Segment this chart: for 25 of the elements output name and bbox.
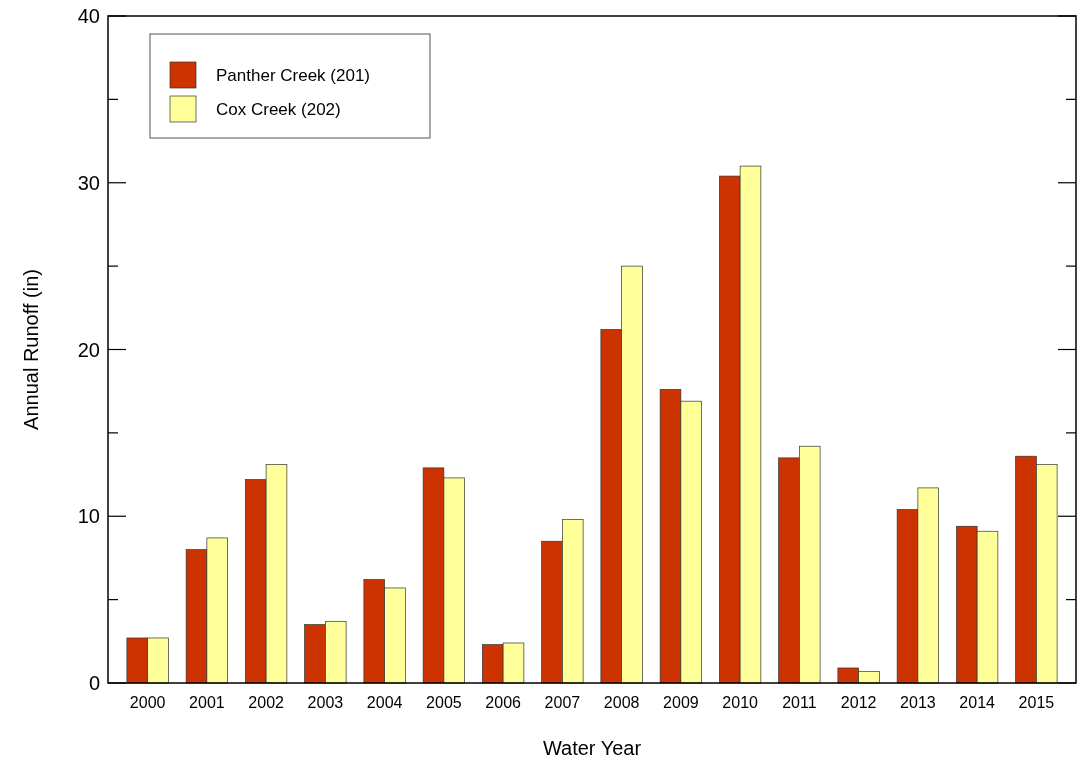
x-tick-label: 2005	[426, 694, 462, 711]
x-tick-label: 2012	[840, 694, 877, 711]
legend-label: Panther Creek (201)	[216, 65, 371, 85]
x-tick-label: 2002	[248, 694, 285, 711]
x-tick-label: 2000	[129, 694, 166, 711]
x-tick-label: 2001	[189, 694, 225, 711]
x-tick-label: 2004	[366, 694, 403, 711]
x-tick-label: 2010	[722, 694, 759, 711]
x-tick-label: 2013	[900, 694, 936, 711]
y-tick-label: 0	[88, 672, 100, 694]
x-tick-label: 2014	[959, 694, 996, 711]
y-axis-title: Annual Runoff (in)	[20, 269, 42, 430]
y-tick-label: 30	[77, 171, 100, 194]
y-tick-label: 20	[77, 338, 100, 361]
x-tick-label: 2006	[485, 694, 522, 711]
legend-label: Cox Creek (202)	[216, 99, 341, 119]
x-tick-label: 2015	[1018, 694, 1055, 711]
x-axis-title: Water Year	[542, 737, 642, 759]
x-tick-label: 2011	[782, 694, 817, 711]
y-tick-label: 40	[77, 5, 100, 27]
x-tick-label: 2009	[663, 694, 699, 711]
x-tick-label: 2003	[307, 694, 344, 711]
y-tick-label: 10	[77, 505, 100, 528]
x-tick-label: 2007	[544, 694, 581, 711]
x-tick-label: 2008	[603, 694, 640, 711]
